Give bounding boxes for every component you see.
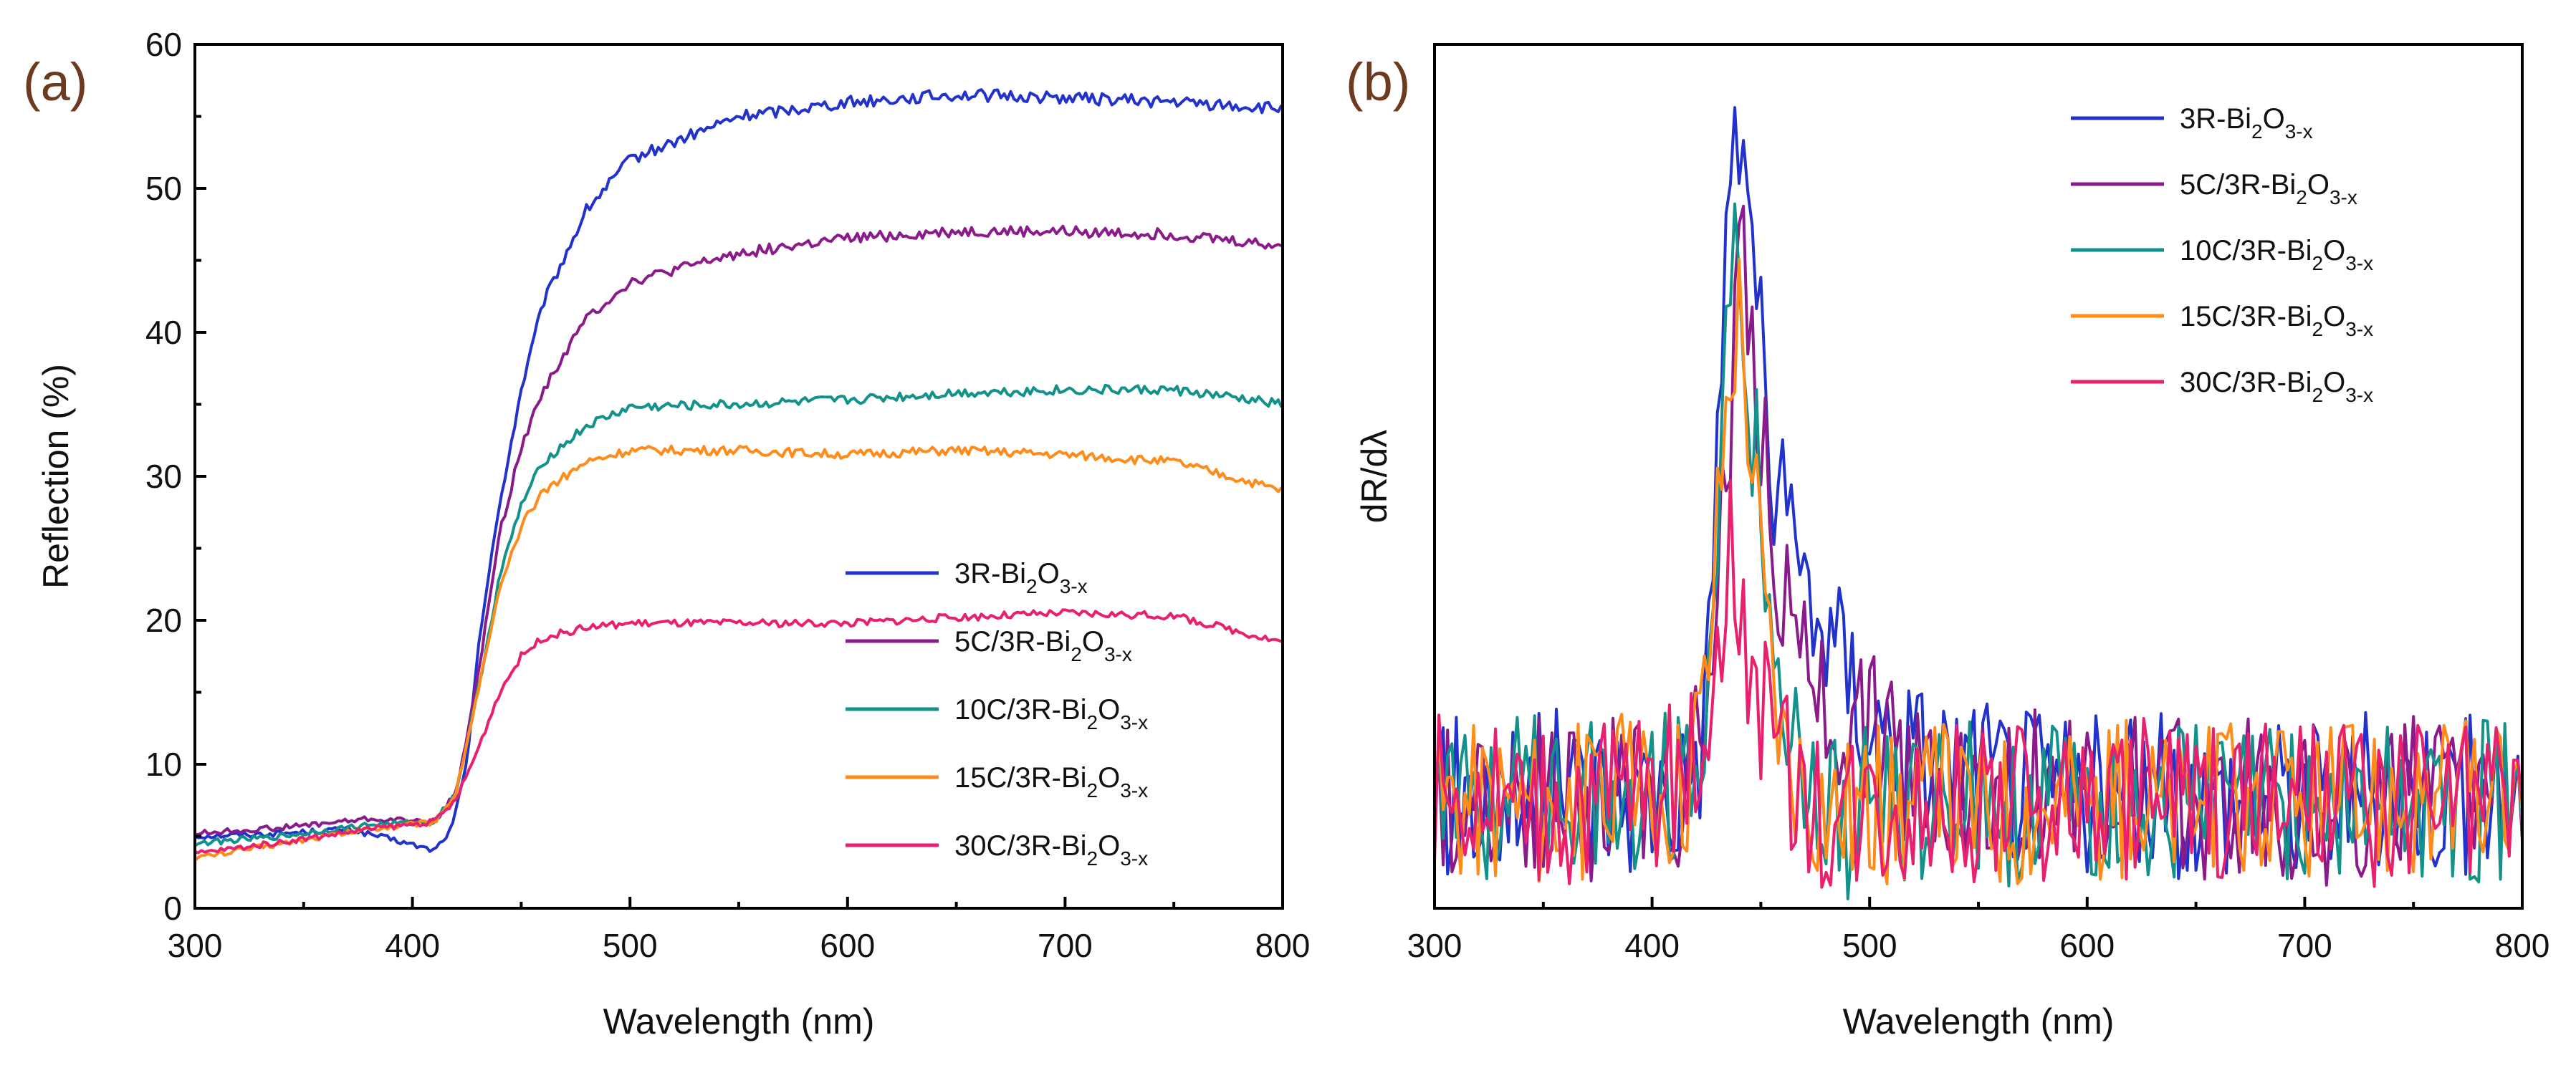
y-tick-label: 20 bbox=[145, 602, 182, 639]
legend-label: 15C/3R-Bi2O3-x bbox=[2180, 301, 2373, 340]
panel-b: (b) 300 400 500 600 700 800 Wavelength (nm) dR/d… bbox=[1346, 43, 2550, 1041]
y-tick-label: 50 bbox=[145, 170, 182, 207]
x-tick-label: 300 bbox=[168, 927, 223, 964]
series-line bbox=[195, 444, 1283, 862]
x-tick-label: 300 bbox=[1407, 927, 1462, 964]
x-tick-label: 400 bbox=[385, 927, 440, 964]
legend-label: 5C/3R-Bi2O3-x bbox=[954, 626, 1132, 665]
y-tick-label: 40 bbox=[145, 314, 182, 351]
legend: 3R-Bi2O3-x 5C/3R-Bi2O3-x 10C/3R-Bi2O3-x 15C… bbox=[2071, 103, 2373, 406]
y-tick-label: 10 bbox=[145, 746, 182, 783]
legend: 3R-Bi2O3-x 5C/3R-Bi2O3-x 10C/3R-Bi2O3-x 15C… bbox=[846, 558, 1148, 870]
y-axis-title: dR/dλ bbox=[1354, 430, 1394, 524]
series-line bbox=[1435, 202, 2522, 900]
legend-label: 30C/3R-Bi2O3-x bbox=[954, 830, 1148, 870]
x-tick-label: 800 bbox=[1255, 927, 1311, 964]
panel-label: (a) bbox=[23, 52, 87, 112]
x-axis-title: Wavelength (nm) bbox=[1843, 1001, 2115, 1041]
x-tick-label: 600 bbox=[820, 927, 875, 964]
x-tick-label: 700 bbox=[1038, 927, 1093, 964]
x-tick-label: 400 bbox=[1624, 927, 1680, 964]
legend-label: 3R-Bi2O3-x bbox=[954, 558, 1088, 597]
series-line bbox=[1435, 478, 2522, 889]
panel-label: (b) bbox=[1346, 52, 1410, 112]
x-tick-label: 800 bbox=[2495, 927, 2550, 964]
series-line bbox=[195, 608, 1283, 855]
x-tick-label: 500 bbox=[1842, 927, 1897, 964]
series-line bbox=[195, 224, 1283, 837]
y-tick-label: 30 bbox=[145, 458, 182, 495]
y-tick-label: 0 bbox=[163, 890, 182, 927]
x-tick-label: 600 bbox=[2059, 927, 2115, 964]
legend-label: 5C/3R-Bi2O3-x bbox=[2180, 169, 2357, 208]
legend-label: 10C/3R-Bi2O3-x bbox=[954, 694, 1148, 733]
series-line bbox=[195, 88, 1283, 853]
legend-label: 15C/3R-Bi2O3-x bbox=[954, 762, 1148, 802]
panel-a: (a) 300 400 500 600 700 800 0 10 20 30 40 50 60 Wavele… bbox=[23, 26, 1310, 1041]
x-tick-label: 700 bbox=[2277, 927, 2332, 964]
legend-label: 10C/3R-Bi2O3-x bbox=[2180, 235, 2373, 274]
y-axis-title: Reflection (%) bbox=[36, 364, 76, 589]
legend-label: 30C/3R-Bi2O3-x bbox=[2180, 367, 2373, 406]
x-axis-title: Wavelength (nm) bbox=[603, 1001, 875, 1041]
y-tick-label: 60 bbox=[145, 26, 182, 63]
legend-label: 3R-Bi2O3-x bbox=[2180, 103, 2313, 143]
x-tick-label: 500 bbox=[603, 927, 658, 964]
